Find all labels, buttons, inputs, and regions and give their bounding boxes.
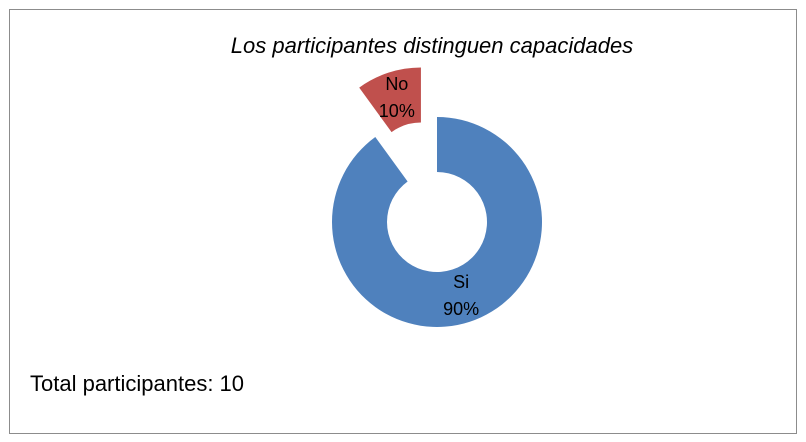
slice-category-label: Si — [453, 272, 469, 292]
slice-value-label: 10% — [379, 101, 415, 121]
slice-value-label: 90% — [443, 299, 479, 319]
donut-slice — [359, 67, 421, 133]
annotation: Total participantes: 10 — [30, 371, 244, 396]
slice-category-label: No — [385, 74, 408, 94]
chart-title: Los participantes distinguen capacidades — [231, 33, 633, 58]
donut-slice — [332, 117, 542, 328]
